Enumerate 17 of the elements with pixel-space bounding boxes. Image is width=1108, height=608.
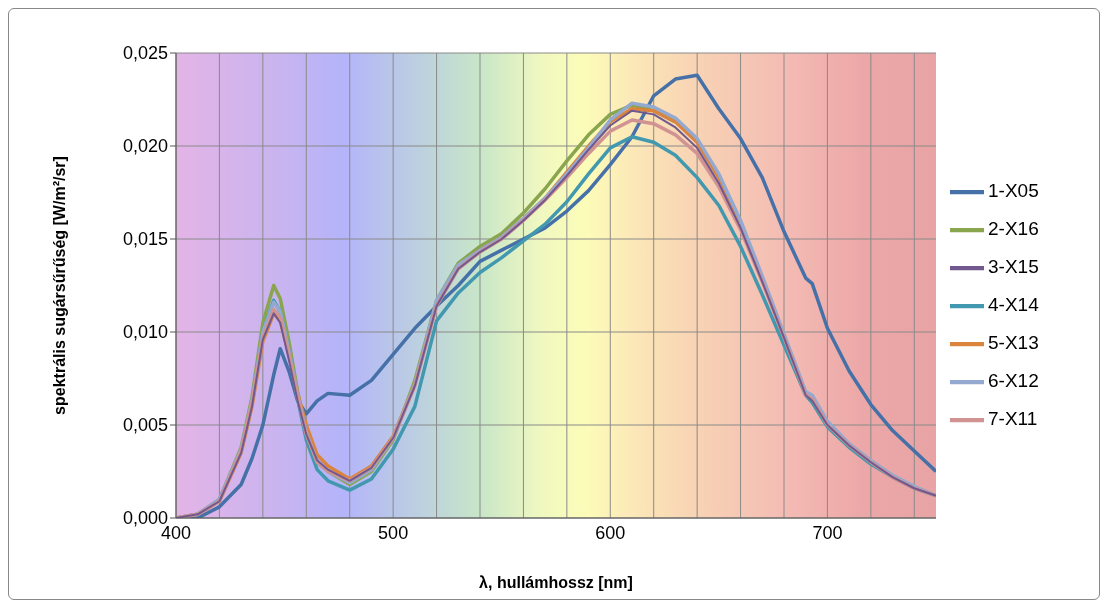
y-axis-title: spektrális sugársűrűség [W/m²/sr] — [50, 156, 68, 415]
legend-label: 6-X12 — [988, 370, 1039, 391]
legend-label: 2-X16 — [988, 218, 1039, 239]
legend-label: 7-X11 — [988, 408, 1038, 429]
legend-label: 3-X15 — [988, 256, 1039, 277]
legend-label: 4-X14 — [988, 294, 1039, 315]
y-tick-label: 0,020 — [122, 136, 168, 157]
x-tick-label: 500 — [378, 522, 409, 543]
y-tick-label: 0,005 — [122, 415, 168, 436]
x-tick-label: 700 — [812, 522, 843, 543]
y-tick-label: 0,010 — [122, 322, 168, 343]
y-tick-label: 0,025 — [122, 43, 168, 64]
legend-label: 1-X05 — [988, 180, 1039, 201]
x-axis-title: λ, hullámhossz [nm] — [479, 574, 633, 591]
x-tick-label: 600 — [595, 522, 626, 543]
legend-label: 5-X13 — [988, 332, 1039, 353]
y-tick-label: 0,015 — [122, 229, 168, 250]
